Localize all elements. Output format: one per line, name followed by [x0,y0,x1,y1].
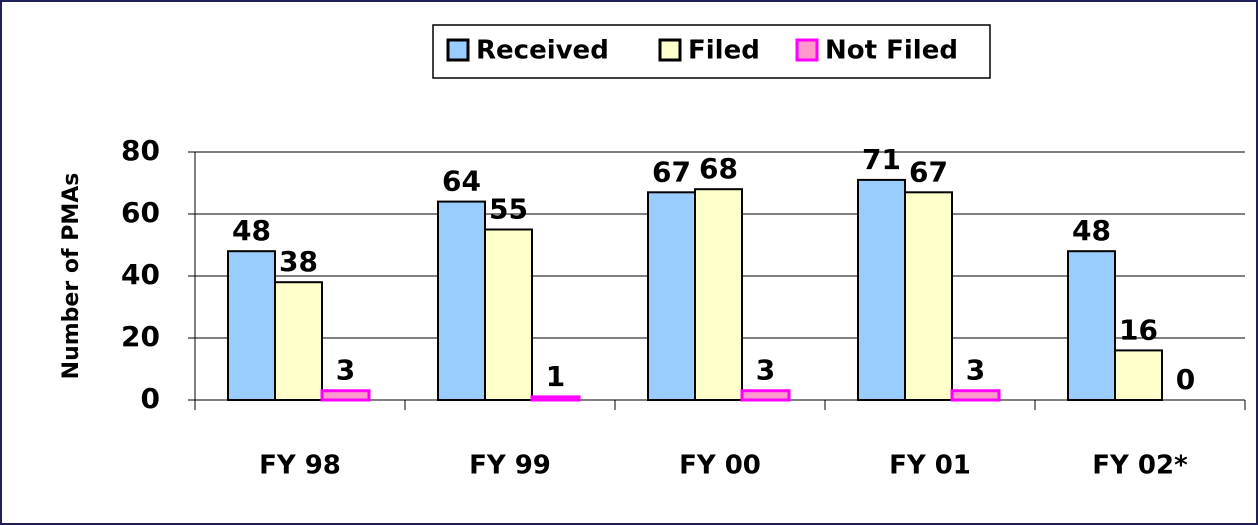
value-label: 3 [336,354,355,387]
value-label: 48 [232,214,271,247]
legend-swatch [658,38,682,62]
y-tick-label: 60 [121,196,160,229]
value-label: 67 [652,155,691,188]
bar [950,389,1001,402]
y-axis-label: Number of PMAs [59,173,84,380]
y-tick-label: 80 [121,134,160,167]
x-tick-label: FY 01 [889,451,971,481]
bar [530,395,581,402]
value-label: 67 [909,155,948,188]
value-label: 48 [1072,214,1111,247]
y-tick-label: 0 [141,382,160,415]
legend-label: Not Filed [825,36,958,66]
value-label: 38 [279,245,318,278]
legend-swatch [795,38,819,62]
legend-label: Filed [688,36,760,66]
value-label: 1 [546,360,565,393]
value-label: 71 [862,143,901,176]
bar [1114,349,1163,401]
legend-label: Received [476,36,609,66]
bar [227,250,276,401]
value-label: 64 [442,165,481,198]
bar [694,188,743,401]
legend-box [432,24,991,79]
value-label: 3 [966,354,985,387]
bar [740,389,791,402]
value-label: 55 [489,193,528,226]
bar [320,389,371,402]
x-tick-label: FY 00 [679,451,761,481]
y-tick-label: 40 [121,258,160,291]
value-label: 0 [1176,363,1195,396]
bar [1067,250,1116,401]
x-tick-label: FY 98 [259,451,341,481]
bar [857,178,906,401]
value-label: 3 [756,354,775,387]
bar [904,191,953,401]
x-tick-label: FY 02* [1092,451,1188,481]
value-label: 16 [1119,313,1158,346]
x-tick-label: FY 99 [469,451,551,481]
bar [437,200,486,401]
value-label: 68 [699,152,738,185]
bar [647,191,696,401]
bar [274,281,323,402]
y-tick-label: 20 [121,320,160,353]
legend-swatch [446,38,470,62]
bar [484,228,533,401]
